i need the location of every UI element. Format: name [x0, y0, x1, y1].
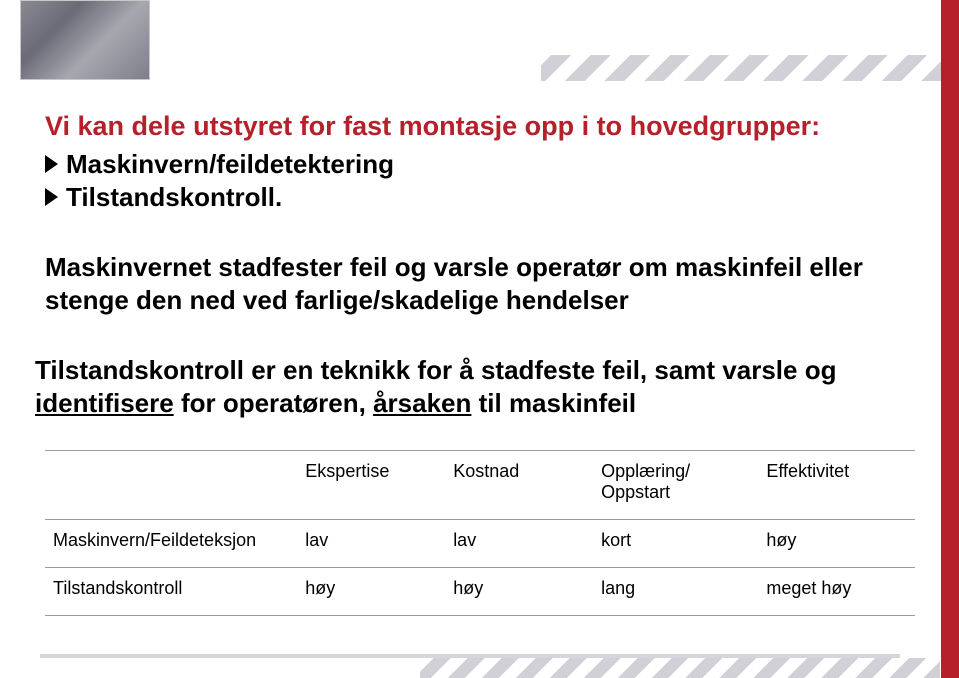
bullet-item-1: Maskinvern/feildetektering: [45, 148, 905, 181]
bullet-2-text: Tilstandskontroll.: [66, 181, 282, 214]
para3-pre: Tilstandskontroll er en teknikk for å st…: [35, 355, 836, 385]
th-opplaring: Opplæring/ Oppstart: [593, 451, 758, 520]
row2-ekspertise: høy: [297, 568, 445, 616]
para3-identifisere: identifisere: [35, 388, 174, 418]
row1-effektivitet: høy: [758, 520, 915, 568]
row2-opplaring: lang: [593, 568, 758, 616]
th-kostnad: Kostnad: [445, 451, 593, 520]
bullet-item-2: Tilstandskontroll.: [45, 181, 905, 214]
main-content: Vi kan dele utstyret for fast montasje o…: [45, 110, 905, 419]
table-row: Tilstandskontroll høy høy lang meget høy: [45, 568, 915, 616]
th-effektivitet: Effektivitet: [758, 451, 915, 520]
row1-label: Maskinvern/Feildeteksjon: [45, 520, 297, 568]
th-opplaring-l1: Opplæring/: [601, 461, 690, 481]
row2-effektivitet: meget høy: [758, 568, 915, 616]
header-photo: [20, 0, 150, 80]
row1-opplaring: kort: [593, 520, 758, 568]
table-row: Maskinvern/Feildeteksjon lav lav kort hø…: [45, 520, 915, 568]
chevron-right-icon: [45, 155, 58, 173]
row1-ekspertise: lav: [297, 520, 445, 568]
row2-label: Tilstandskontroll: [45, 568, 297, 616]
para3-arsaken: årsaken: [373, 388, 471, 418]
th-opplaring-l2: Oppstart: [601, 482, 670, 502]
footer-stripe-pattern: [420, 658, 940, 678]
th-ekspertise: Ekspertise: [297, 451, 445, 520]
paragraph-tilstandskontroll: Tilstandskontroll er en teknikk for å st…: [35, 354, 855, 419]
table-header-row: Ekspertise Kostnad Opplæring/ Oppstart E…: [45, 451, 915, 520]
row2-kostnad: høy: [445, 568, 593, 616]
th-empty: [45, 451, 297, 520]
header-stripe-pattern: [541, 55, 941, 81]
paragraph-maskinvernet: Maskinvernet stadfester feil og varsle o…: [45, 251, 865, 316]
chevron-right-icon: [45, 188, 58, 206]
para3-mid: for operatøren,: [174, 388, 373, 418]
comparison-table: Ekspertise Kostnad Opplæring/ Oppstart E…: [45, 450, 915, 616]
bullet-1-text: Maskinvern/feildetektering: [66, 148, 394, 181]
right-accent-bar: [941, 0, 959, 678]
page-title: Vi kan dele utstyret for fast montasje o…: [45, 110, 905, 142]
para3-post: til maskinfeil: [471, 388, 636, 418]
row1-kostnad: lav: [445, 520, 593, 568]
